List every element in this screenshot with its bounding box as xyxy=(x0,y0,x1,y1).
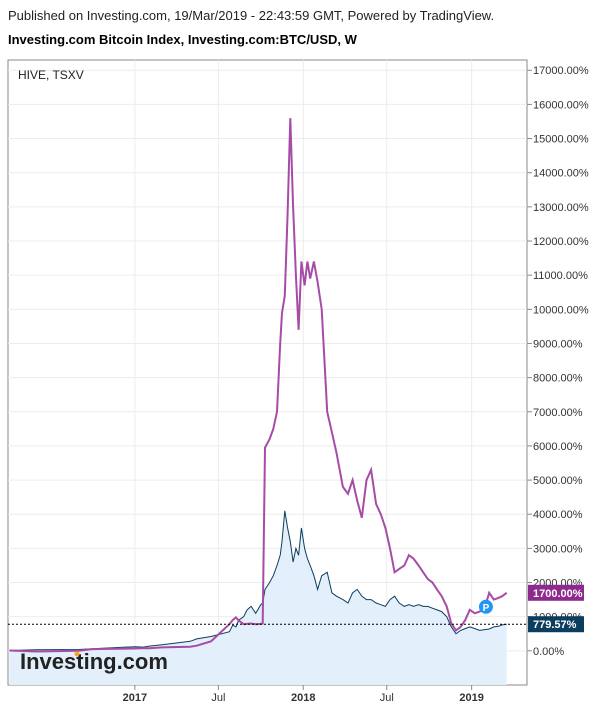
y-tick-label: 3000.00% xyxy=(533,543,583,555)
hive-value-badge xyxy=(528,584,584,601)
y-tick-label: 0.00% xyxy=(533,646,564,658)
btc-area xyxy=(9,510,507,685)
p-marker xyxy=(478,599,493,614)
p-marker-label: P xyxy=(483,603,490,614)
y-tick-label: 16000.00% xyxy=(533,99,589,111)
btc-line xyxy=(9,510,507,651)
y-tick-label: 8000.00% xyxy=(533,373,583,385)
chart-overlay: HIVE, TSXV P 1700.00% 779.57% Investing.com xyxy=(8,68,584,674)
chart-axes: 0.00%1000.00%2000.00%3000.00%4000.00%500… xyxy=(123,65,589,704)
y-tick-label: 10000.00% xyxy=(533,304,589,316)
investing-logo: Investing.com xyxy=(20,649,168,674)
y-tick-label: 7000.00% xyxy=(533,407,583,419)
y-tick-label: 17000.00% xyxy=(533,65,589,77)
published-line: Published on Investing.com, 19/Mar/2019 … xyxy=(8,8,495,23)
btc-area-layer xyxy=(9,510,507,685)
y-tick-label: 13000.00% xyxy=(533,202,589,214)
x-tick-label: 2018 xyxy=(291,692,315,704)
hive-value-badge-label: 1700.00% xyxy=(533,588,583,600)
y-tick-label: 9000.00% xyxy=(533,338,583,350)
x-tick-label: 2019 xyxy=(459,692,483,704)
y-tick-label: 15000.00% xyxy=(533,134,589,146)
x-tick-label: Jul xyxy=(380,692,394,704)
series-line-layer xyxy=(9,118,508,653)
hive-line xyxy=(9,118,508,653)
y-tick-label: 14000.00% xyxy=(533,168,589,180)
y-tick-label: 12000.00% xyxy=(533,236,589,248)
y-tick-label: 11000.00% xyxy=(533,270,588,282)
btc-value-badge-label: 779.57% xyxy=(533,619,577,631)
legend-label: HIVE, TSXV xyxy=(18,68,84,82)
btc-value-badge xyxy=(528,616,584,633)
logo-dot xyxy=(74,651,80,657)
y-tick-label: 6000.00% xyxy=(533,441,583,453)
x-tick-label: 2017 xyxy=(123,692,147,704)
x-tick-label: Jul xyxy=(211,692,225,704)
y-tick-label: 4000.00% xyxy=(533,509,583,521)
y-tick-label: 5000.00% xyxy=(533,475,583,487)
chart-title: Investing.com Bitcoin Index, Investing.c… xyxy=(8,32,357,47)
